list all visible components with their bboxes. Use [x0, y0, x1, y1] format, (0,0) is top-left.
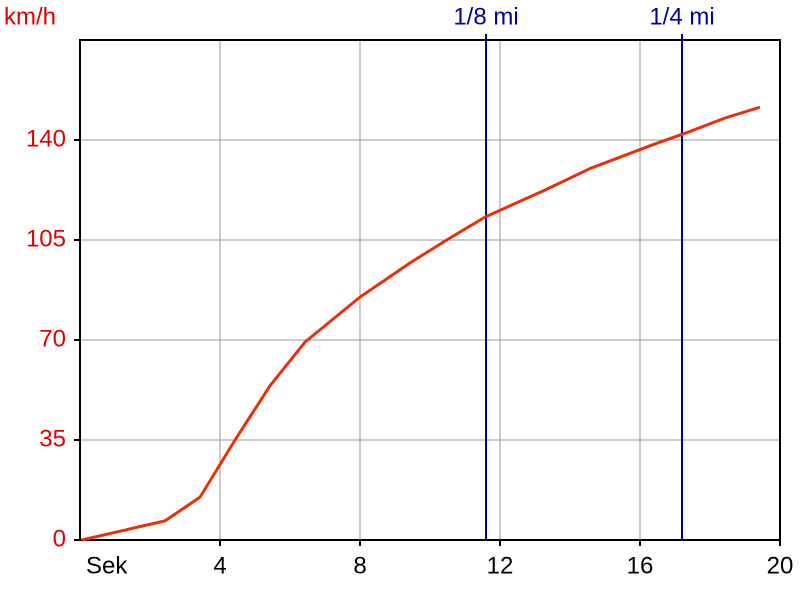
y-tick-label: 105 [26, 225, 66, 252]
speed-line [81, 105, 761, 542]
x-tick-label: 16 [627, 552, 654, 579]
x-tick-label: 20 [767, 552, 794, 579]
x-tick-label: 4 [213, 552, 226, 579]
distance-label: 1/4 mi [649, 3, 714, 30]
y-tick-label: 35 [39, 425, 66, 452]
x-tick-label: 8 [353, 552, 366, 579]
y-tick-label: 0 [53, 525, 66, 552]
y-tick-label: 140 [26, 125, 66, 152]
distance-label: 1/8 mi [453, 3, 518, 30]
y-axis-label: km/h [4, 3, 56, 30]
y-tick-label: 70 [39, 325, 66, 352]
x-axis-label: Sek [86, 552, 128, 579]
x-tick-label: 12 [487, 552, 514, 579]
plot-frame [79, 39, 781, 541]
